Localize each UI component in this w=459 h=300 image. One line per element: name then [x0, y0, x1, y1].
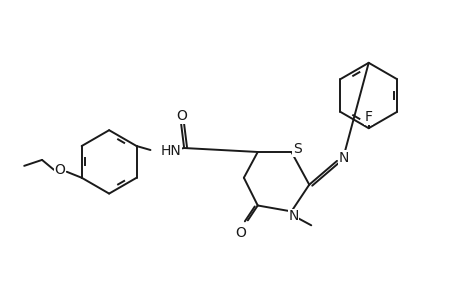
Text: O: O	[235, 226, 246, 240]
Text: O: O	[54, 163, 65, 177]
Text: N: N	[338, 151, 348, 165]
Text: HN: HN	[160, 144, 181, 158]
Text: N: N	[288, 209, 298, 224]
Text: S: S	[292, 142, 301, 156]
Text: F: F	[364, 110, 372, 124]
Text: O: O	[176, 109, 187, 123]
